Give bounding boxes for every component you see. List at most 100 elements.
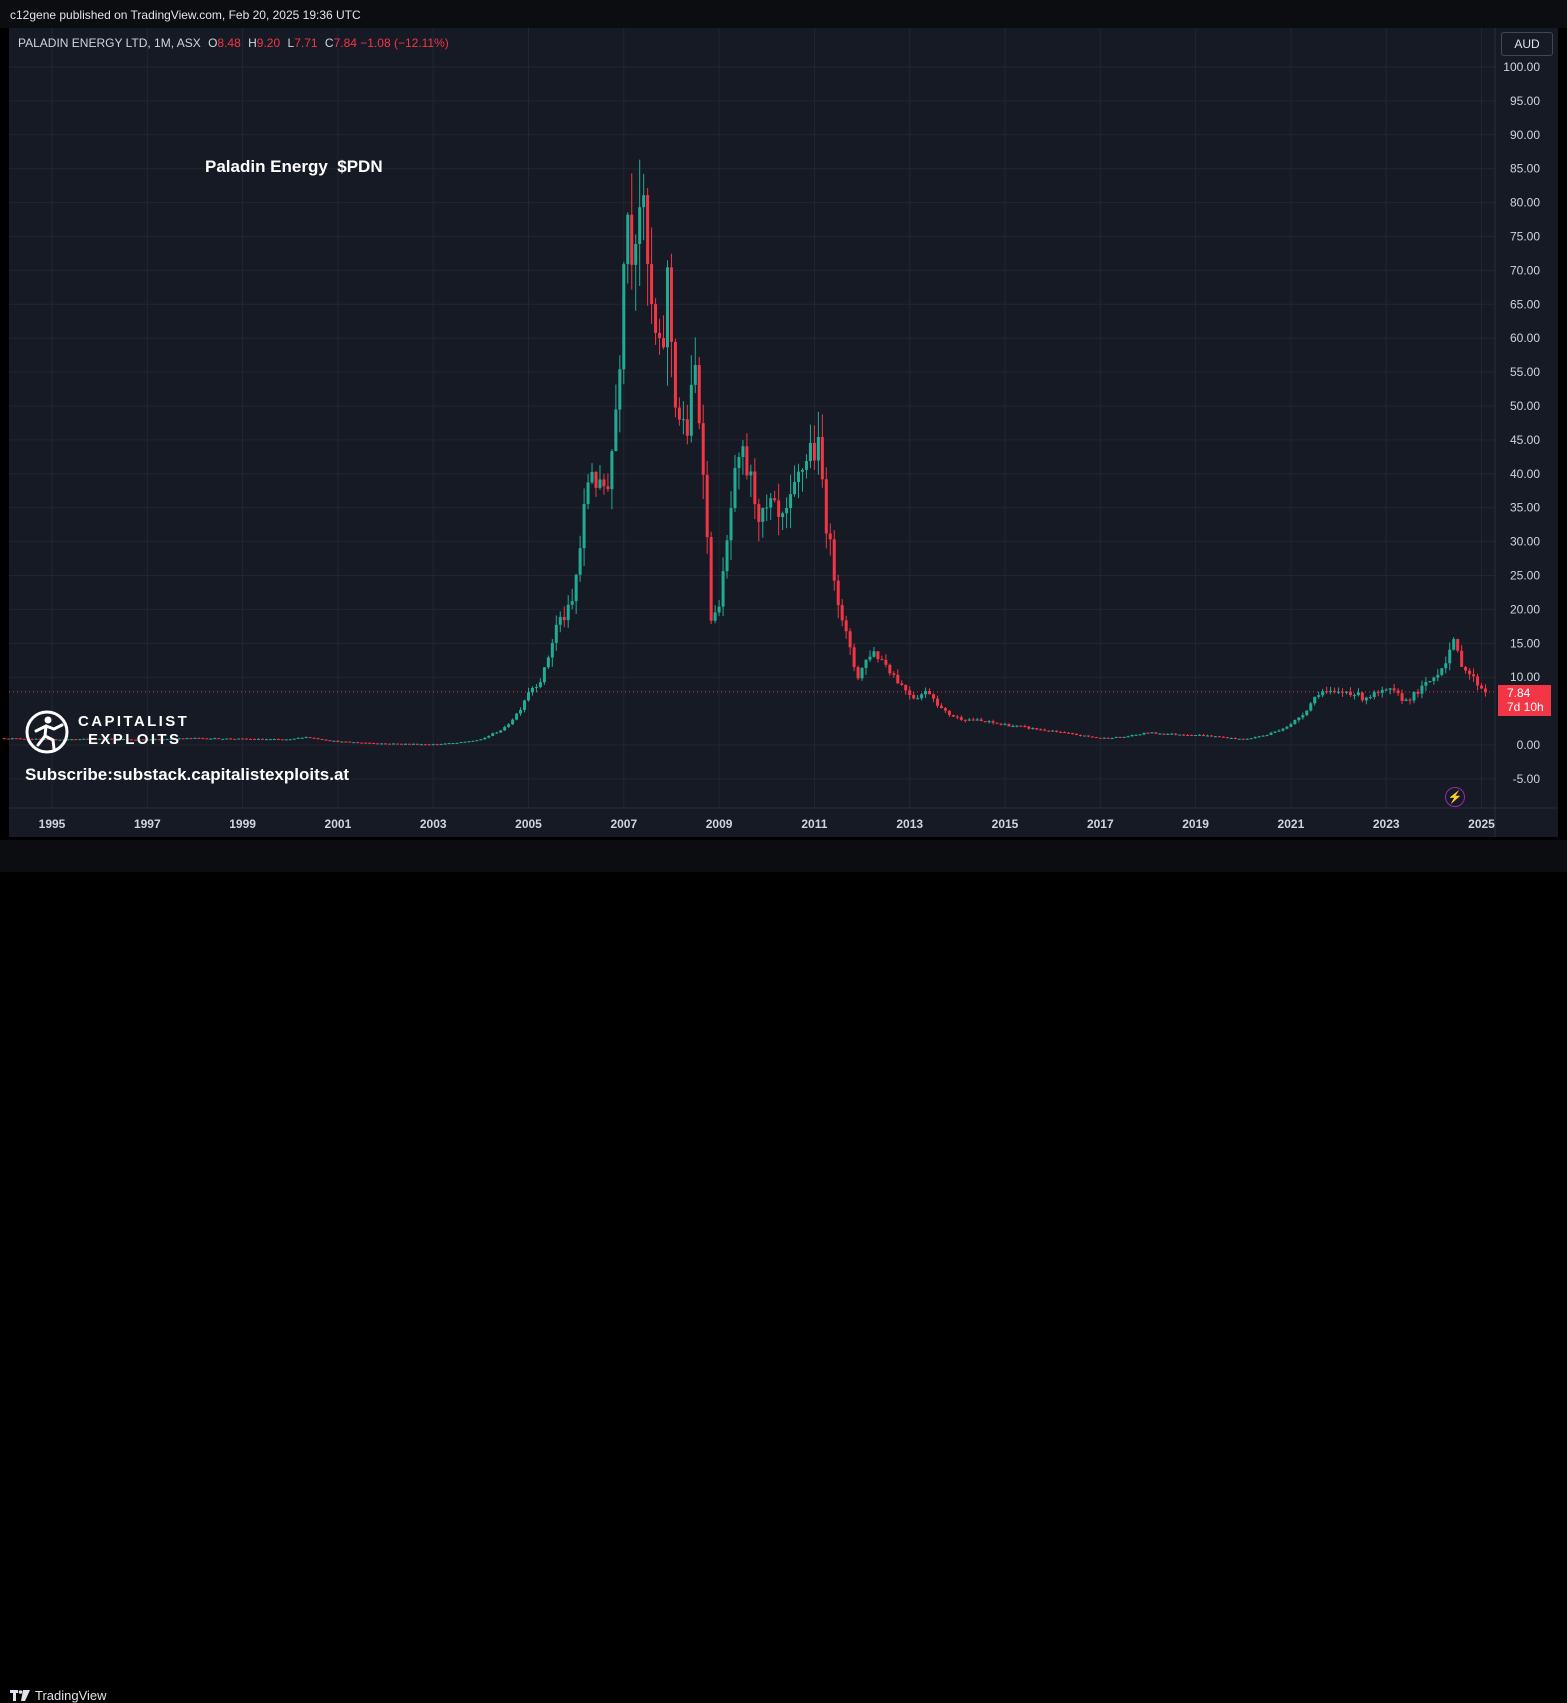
candle-body xyxy=(1309,703,1313,711)
candle-body xyxy=(372,743,376,745)
price-chart[interactable]: 100.00 95.00 90.00 85.00 80.00 75.00 70.00 65.0… xyxy=(0,0,1567,872)
y-tick-label: 45.00 xyxy=(1510,433,1540,447)
chart-annotation[interactable]: Paladin Energy $PDN xyxy=(205,157,383,176)
candle-body xyxy=(1225,737,1229,739)
candle-body xyxy=(451,743,455,745)
currency-button[interactable]: AUD xyxy=(1501,32,1553,56)
time-axis: 1995 1997 1999 2001 2003 2005 2007 2009 2011 2013… xyxy=(39,817,1496,831)
x-tick-label: 1999 xyxy=(229,817,256,831)
candle-body xyxy=(10,738,14,740)
watermark-text: CAPITALIST EXPLOITS xyxy=(78,713,189,749)
candle-body xyxy=(463,741,467,743)
candle-body xyxy=(892,673,896,675)
y-tick-label: 85.00 xyxy=(1510,162,1540,176)
candle-body xyxy=(848,631,852,648)
candle-body xyxy=(260,738,264,740)
candle-body xyxy=(419,744,423,746)
candle-body xyxy=(1392,688,1396,691)
candle-body xyxy=(1404,699,1408,701)
x-tick-label: 2005 xyxy=(515,817,542,831)
candle-body xyxy=(665,267,669,348)
candle-body xyxy=(368,742,372,744)
candle-body xyxy=(1106,737,1110,739)
candle-body xyxy=(594,471,598,488)
candle-body xyxy=(1384,689,1388,691)
candle-body xyxy=(74,739,78,741)
candle-body xyxy=(1209,735,1213,737)
candle-body xyxy=(213,738,217,740)
candle-body xyxy=(828,533,832,540)
candle-body xyxy=(1241,738,1245,740)
candle-body xyxy=(94,738,98,740)
candle-body xyxy=(1102,737,1106,739)
candle-body xyxy=(935,698,939,706)
candle-body xyxy=(30,739,34,741)
candle-body xyxy=(753,471,757,505)
candle-body xyxy=(598,479,602,488)
candle-body xyxy=(1396,690,1400,694)
candle-body xyxy=(66,739,70,741)
candle-body xyxy=(888,664,892,674)
x-tick-label: 2003 xyxy=(420,817,447,831)
candle-body xyxy=(165,739,169,741)
candle-body xyxy=(1051,730,1055,732)
candle-body xyxy=(542,667,546,683)
subscribe-text: Subscribe:substack.capitalistexploits.at xyxy=(25,765,350,784)
candle-body xyxy=(912,695,916,699)
candle-body xyxy=(1003,724,1007,726)
candle-body xyxy=(118,739,122,741)
candle-body xyxy=(1098,737,1102,739)
candle-body xyxy=(467,741,471,743)
candle-body xyxy=(1233,737,1237,739)
candle-body xyxy=(812,442,816,461)
candle-body xyxy=(46,739,50,741)
x-tick-label: 2013 xyxy=(896,817,923,831)
candle-body xyxy=(824,479,828,534)
candle-body xyxy=(614,409,618,452)
tradingview-brand[interactable]: TradingView xyxy=(10,1688,107,1703)
low-value: 7.71 xyxy=(294,36,318,50)
candle-body xyxy=(856,667,860,679)
lightning-icon[interactable]: ⚡ xyxy=(1445,787,1465,807)
candle-body xyxy=(399,743,403,745)
candle-body xyxy=(503,727,507,731)
candle-body xyxy=(237,738,241,740)
y-tick-label: 100.00 xyxy=(1503,60,1540,74)
x-tick-label: 2015 xyxy=(992,817,1019,831)
candle-body xyxy=(1452,639,1456,650)
candle-body xyxy=(1249,738,1253,740)
high-value: 9.20 xyxy=(256,36,281,50)
candle-body xyxy=(1480,685,1483,689)
candle-body xyxy=(312,737,316,739)
candle-body xyxy=(562,616,566,621)
candle-body xyxy=(1078,734,1082,736)
symbol-name[interactable]: PALADIN ENERGY LTD, 1M, ASX xyxy=(18,36,201,50)
candle-body xyxy=(169,739,173,741)
candle-body xyxy=(1440,668,1444,675)
candle-body xyxy=(1368,697,1372,699)
candle-body xyxy=(1170,733,1174,735)
candle-body xyxy=(1094,737,1098,739)
candle-body xyxy=(975,719,979,721)
candle-body xyxy=(1114,736,1118,738)
candle-body xyxy=(272,739,276,741)
candle-body xyxy=(14,738,18,740)
chart-frame[interactable] xyxy=(9,28,1558,837)
candle-body xyxy=(189,738,193,740)
candle-body xyxy=(177,738,181,740)
candle-body xyxy=(622,264,626,370)
x-tick-label: 2023 xyxy=(1373,817,1400,831)
candle-body xyxy=(860,667,864,679)
price-axis: 100.00 95.00 90.00 85.00 80.00 75.00 70.00 65.0… xyxy=(1503,60,1540,786)
candle-body xyxy=(1464,666,1468,671)
candle-body xyxy=(499,730,503,733)
candle-body xyxy=(1035,728,1039,730)
candle-body xyxy=(121,739,125,741)
candle-body xyxy=(979,719,983,722)
candle-body xyxy=(1436,674,1440,678)
candle-body xyxy=(78,739,82,741)
candle-body xyxy=(999,723,1003,725)
candle-body xyxy=(1130,734,1134,737)
candle-body xyxy=(741,446,745,457)
candle-body xyxy=(1027,726,1031,729)
